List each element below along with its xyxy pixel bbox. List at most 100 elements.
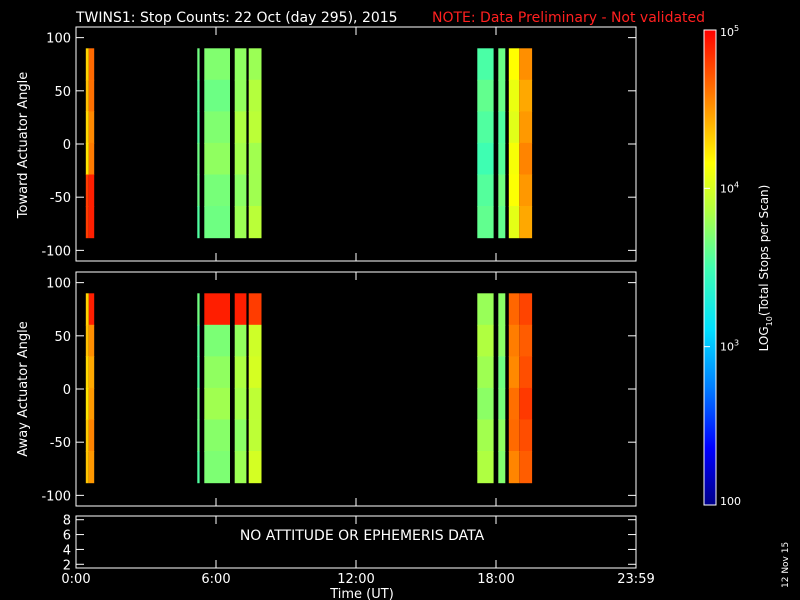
heatmap-cell (197, 451, 200, 484)
heatmap-cell (498, 356, 506, 389)
heatmap-cell (508, 206, 520, 239)
heatmap-cell (248, 206, 262, 239)
heatmap-cell (498, 451, 506, 484)
toward-ylabel: Toward Actuator Angle (16, 72, 31, 219)
heatmap-cell (248, 324, 262, 357)
heatmap-cell (85, 111, 89, 144)
heatmap-cell (248, 387, 262, 421)
y-tick-label: -100 (41, 244, 71, 259)
heatmap-cell (197, 79, 200, 112)
y-tick-label: 100 (46, 32, 71, 47)
heatmap-cell (197, 142, 200, 176)
heatmap-cell (508, 142, 520, 176)
colorbar-label-rest: (Total Stops per Scan) (757, 185, 771, 316)
heatmap-cell (519, 79, 533, 112)
heatmap-cell (508, 174, 520, 207)
y-tick-label: -50 (50, 191, 71, 206)
heatmap-cell (204, 387, 230, 421)
toward-panel-frame (75, 26, 637, 262)
y-tick-label: 4 (63, 543, 71, 558)
heatmap-cell (498, 111, 506, 144)
heatmap-cell (85, 174, 89, 207)
x-axis-title: Time (UT) (329, 587, 394, 600)
y-tick-label: 2 (63, 558, 71, 573)
heatmap-cell (248, 419, 262, 452)
heatmap-cell (85, 419, 89, 452)
heatmap-cell (508, 79, 520, 112)
heatmap-cell (508, 293, 520, 326)
heatmap-cell (204, 356, 230, 389)
heatmap-cell (85, 451, 89, 484)
heatmap-cell (234, 293, 247, 326)
heatmap-cell (508, 451, 520, 484)
heatmap-cell (234, 356, 247, 389)
heatmap-cell (248, 356, 262, 389)
heatmap-cell (234, 206, 247, 239)
heatmap-cell (88, 111, 95, 144)
heatmap-cell (85, 206, 89, 239)
away-axes: 100 50 0 -50 -100 (41, 272, 637, 506)
colorbar-tick-exp: 5 (734, 24, 739, 33)
heatmap-cell (519, 293, 533, 326)
heatmap-cell (519, 206, 533, 239)
heatmap-cell (197, 419, 200, 452)
heatmap-cell (204, 174, 230, 207)
heatmap-cell (234, 48, 247, 81)
heatmap-cell (88, 356, 95, 389)
heatmap-cell (85, 387, 89, 421)
heatmap-cell (248, 48, 262, 81)
heatmap-cell (88, 206, 95, 239)
heatmap-cell (197, 293, 200, 326)
colorbar-tick-exp: 3 (734, 339, 739, 348)
heatmap-cell (498, 419, 506, 452)
heatmap-cell (234, 451, 247, 484)
heatmap-cell (234, 387, 247, 421)
colorbar-tick-base: 10 (720, 26, 734, 39)
heatmap-cell (88, 324, 95, 357)
colorbar (703, 29, 717, 506)
heatmap-cell (85, 79, 89, 112)
heatmap-cell (498, 174, 506, 207)
heatmap-cell (197, 174, 200, 207)
heatmap-cell (498, 387, 506, 421)
heatmap-cell (234, 174, 247, 207)
heatmap-cell (85, 293, 89, 326)
heatmap-cell (234, 324, 247, 357)
heatmap-cell (234, 142, 247, 176)
heatmap-cell (197, 324, 200, 357)
heatmap-cell (477, 324, 494, 357)
y-tick-label: 50 (54, 85, 71, 100)
heatmap-cell (519, 387, 533, 421)
colorbar-tick-label: 104 (720, 180, 739, 195)
heatmap-cell (248, 174, 262, 207)
heatmap-cell (88, 293, 95, 326)
heatmap-cell (88, 174, 95, 207)
heatmap-cell (234, 79, 247, 112)
heatmap-cell (519, 324, 533, 357)
heatmap-cell (204, 79, 230, 112)
heatmap-cell (508, 111, 520, 144)
heatmap-cell (204, 451, 230, 484)
heatmap-cell (197, 356, 200, 389)
heatmap-cell (477, 356, 494, 389)
heatmap-cell (519, 356, 533, 389)
x-tick-label: 6:00 (201, 572, 230, 587)
heatmap-cell (197, 111, 200, 144)
heatmap-cell (204, 48, 230, 81)
heatmap-cell (519, 48, 533, 81)
y-tick-label: 50 (54, 330, 71, 345)
heatmap-cell (204, 293, 230, 326)
heatmap-cell (88, 387, 95, 421)
x-tick-label: 0:00 (61, 572, 90, 587)
heatmap-cell (248, 79, 262, 112)
y-tick-label: -50 (50, 436, 71, 451)
heatmap-cell (85, 48, 89, 81)
y-tick-label: -100 (41, 489, 71, 504)
heatmap-cell (477, 48, 494, 81)
heatmap-cell (85, 324, 89, 357)
heatmap-cell (88, 142, 95, 176)
heatmap-cell (477, 111, 494, 144)
away-heatmap (85, 293, 533, 484)
heatmap-cell (234, 419, 247, 452)
